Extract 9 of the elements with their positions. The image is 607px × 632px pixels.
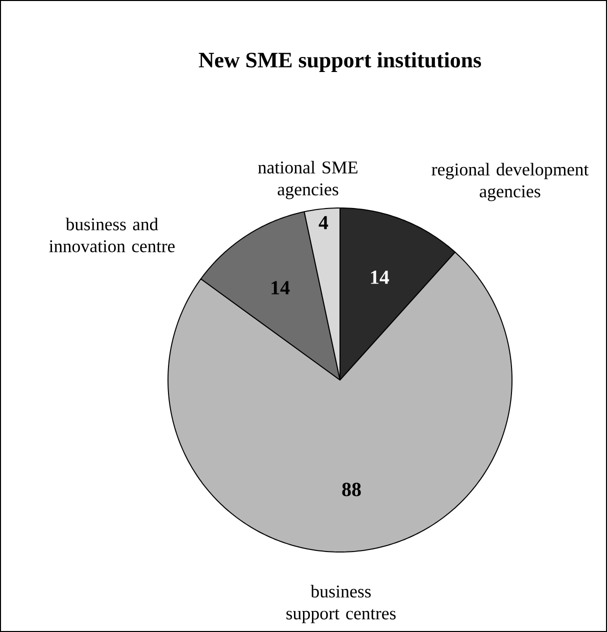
slice-label: national SME agencies: [258, 160, 358, 200]
chart-title: New SME support institutions: [198, 52, 482, 72]
data-label: 14: [272, 281, 290, 294]
slice-label: business support centres: [286, 584, 396, 624]
data-label: 14: [371, 270, 390, 284]
data-label: 4: [318, 216, 328, 230]
slice-label: business and innovation centre: [49, 218, 175, 252]
slice-label: regional development agencies: [432, 162, 589, 202]
data-label: 88: [342, 482, 361, 496]
